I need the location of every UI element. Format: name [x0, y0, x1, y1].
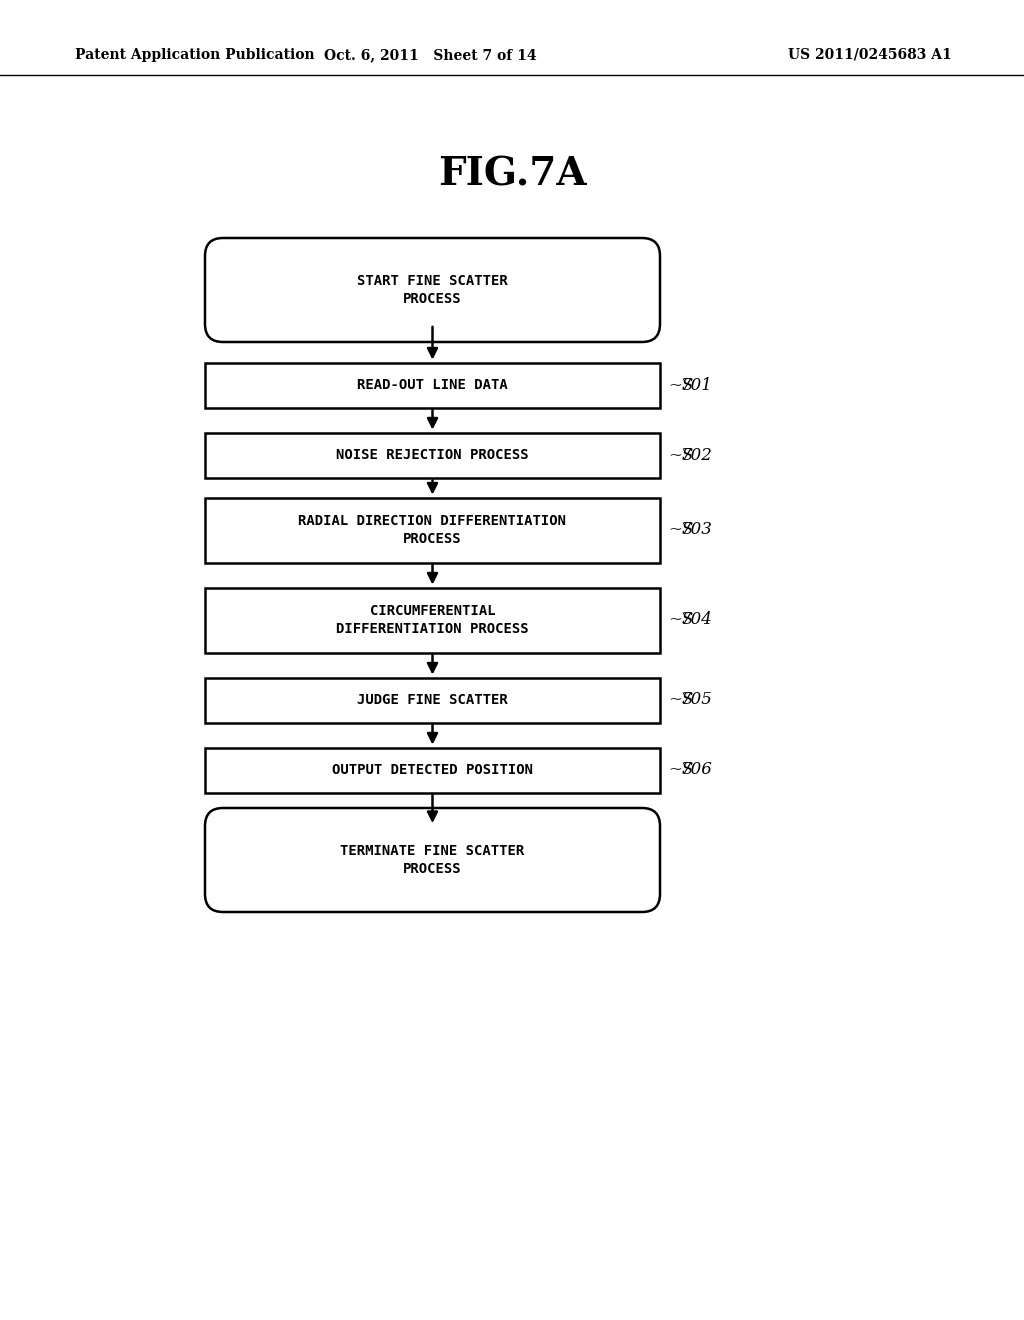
Text: NOISE REJECTION PROCESS: NOISE REJECTION PROCESS [336, 447, 528, 462]
Text: FIG.7A: FIG.7A [437, 156, 587, 194]
Bar [205, 747, 660, 792]
Bar [205, 433, 660, 478]
Text: START FINE SCATTER
PROCESS: START FINE SCATTER PROCESS [357, 273, 508, 306]
Text: JUDGE FINE SCATTER: JUDGE FINE SCATTER [357, 693, 508, 708]
Text: RADIAL DIRECTION DIFFERENTIATION
PROCESS: RADIAL DIRECTION DIFFERENTIATION PROCESS [299, 513, 566, 546]
Text: 704: 704 [681, 611, 713, 628]
FancyBboxPatch shape [205, 238, 660, 342]
Bar [205, 498, 660, 562]
Text: US 2011/0245683 A1: US 2011/0245683 A1 [788, 48, 952, 62]
Text: Oct. 6, 2011   Sheet 7 of 14: Oct. 6, 2011 Sheet 7 of 14 [324, 48, 537, 62]
FancyBboxPatch shape [205, 808, 660, 912]
Text: 703: 703 [681, 521, 713, 539]
Text: 706: 706 [681, 762, 713, 779]
Bar [205, 677, 660, 722]
Text: ~S: ~S [668, 521, 693, 539]
Bar [205, 587, 660, 652]
Text: Patent Application Publication: Patent Application Publication [75, 48, 314, 62]
Text: ~S: ~S [668, 692, 693, 709]
Text: 705: 705 [681, 692, 713, 709]
Text: ~S: ~S [668, 376, 693, 393]
Text: ~S: ~S [668, 611, 693, 628]
Text: 702: 702 [681, 446, 713, 463]
Text: CIRCUMFERENTIAL
DIFFERENTIATION PROCESS: CIRCUMFERENTIAL DIFFERENTIATION PROCESS [336, 603, 528, 636]
Text: ~S: ~S [668, 762, 693, 779]
Text: TERMINATE FINE SCATTER
PROCESS: TERMINATE FINE SCATTER PROCESS [340, 843, 524, 876]
Text: ~S: ~S [668, 446, 693, 463]
Text: OUTPUT DETECTED POSITION: OUTPUT DETECTED POSITION [332, 763, 534, 777]
Bar [205, 363, 660, 408]
Text: 701: 701 [681, 376, 713, 393]
Text: READ-OUT LINE DATA: READ-OUT LINE DATA [357, 378, 508, 392]
